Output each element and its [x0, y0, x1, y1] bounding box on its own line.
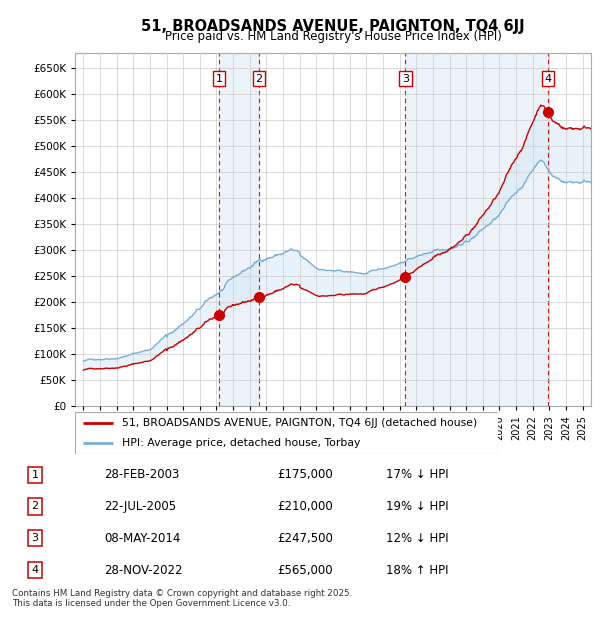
- Text: 1: 1: [215, 74, 223, 84]
- Text: Price paid vs. HM Land Registry's House Price Index (HPI): Price paid vs. HM Land Registry's House …: [164, 30, 502, 43]
- Text: 12% ↓ HPI: 12% ↓ HPI: [386, 532, 449, 545]
- Text: 08-MAY-2014: 08-MAY-2014: [104, 532, 181, 545]
- Text: 4: 4: [544, 74, 551, 84]
- Text: 17% ↓ HPI: 17% ↓ HPI: [386, 468, 449, 481]
- Text: £247,500: £247,500: [277, 532, 333, 545]
- Text: 2: 2: [256, 74, 263, 84]
- Text: 19% ↓ HPI: 19% ↓ HPI: [386, 500, 449, 513]
- Text: 3: 3: [32, 533, 38, 543]
- Text: 22-JUL-2005: 22-JUL-2005: [104, 500, 176, 513]
- Text: £565,000: £565,000: [277, 564, 332, 577]
- Text: HPI: Average price, detached house, Torbay: HPI: Average price, detached house, Torb…: [122, 438, 360, 448]
- Text: 1: 1: [32, 470, 38, 480]
- FancyBboxPatch shape: [75, 412, 498, 454]
- Text: £210,000: £210,000: [277, 500, 333, 513]
- Text: 3: 3: [402, 74, 409, 84]
- Bar: [219, 53, 259, 406]
- Text: £175,000: £175,000: [277, 468, 333, 481]
- Bar: [406, 53, 548, 406]
- Text: 18% ↑ HPI: 18% ↑ HPI: [386, 564, 449, 577]
- Text: 28-FEB-2003: 28-FEB-2003: [104, 468, 179, 481]
- Text: 51, BROADSANDS AVENUE, PAIGNTON, TQ4 6JJ (detached house): 51, BROADSANDS AVENUE, PAIGNTON, TQ4 6JJ…: [122, 418, 477, 428]
- Text: 28-NOV-2022: 28-NOV-2022: [104, 564, 182, 577]
- Text: 51, BROADSANDS AVENUE, PAIGNTON, TQ4 6JJ: 51, BROADSANDS AVENUE, PAIGNTON, TQ4 6JJ: [141, 19, 525, 33]
- Text: 4: 4: [31, 565, 38, 575]
- Text: 2: 2: [31, 502, 38, 512]
- Text: Contains HM Land Registry data © Crown copyright and database right 2025.
This d: Contains HM Land Registry data © Crown c…: [12, 589, 352, 608]
